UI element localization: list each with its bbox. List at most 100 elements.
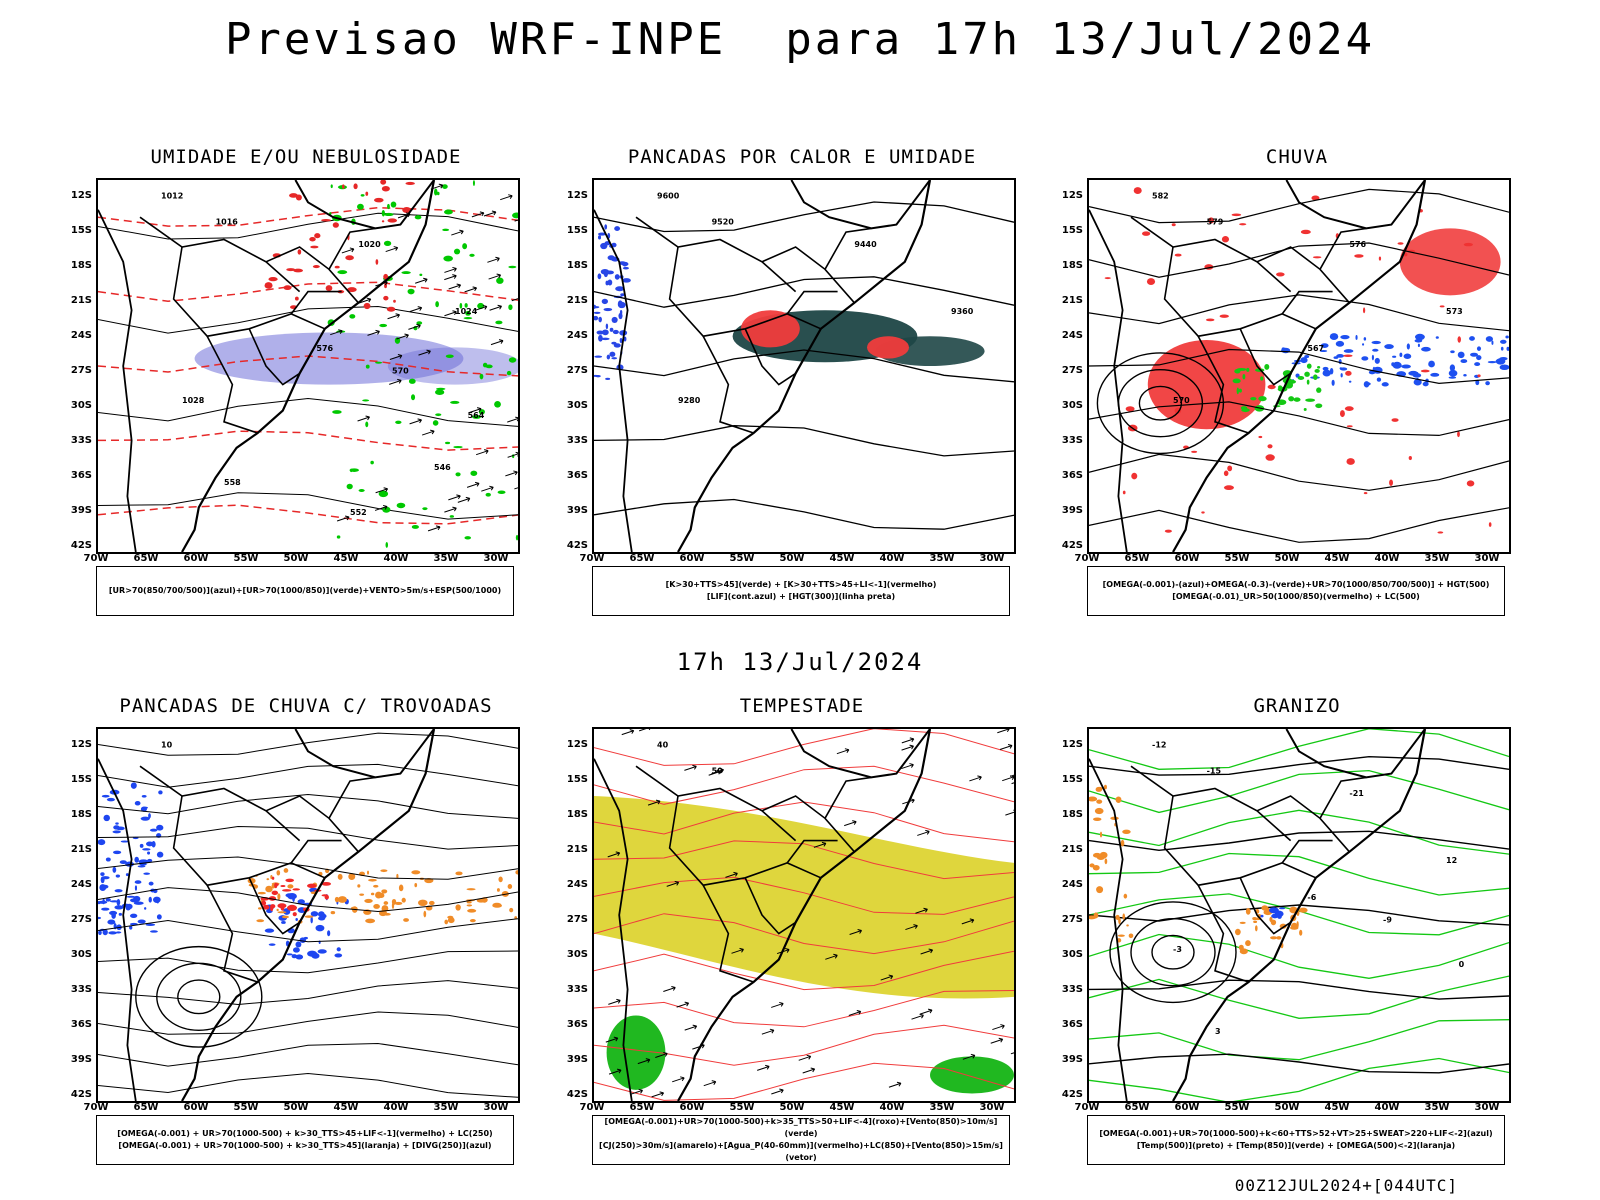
humidity-marker	[321, 219, 332, 222]
latitude-tick-label: 36S	[1061, 470, 1083, 481]
divergence-area	[295, 918, 298, 921]
omega-area	[1428, 360, 1435, 368]
divergence-area	[125, 903, 133, 910]
longitude-tick-label: 50W	[779, 1102, 805, 1113]
divergence-area	[108, 931, 117, 935]
streamline	[1089, 453, 1509, 491]
omega-strong-area	[1234, 368, 1241, 374]
latitude-tick-label: 21S	[70, 295, 92, 306]
divergence-area	[115, 826, 125, 831]
legend-text: [K>30+TTS>45](verde) + [K>30+TTS>45+LI<-…	[665, 580, 937, 589]
latitude-tick-label: 33S	[1061, 984, 1083, 995]
divergence-area	[143, 872, 150, 875]
omega-strong-area	[1313, 374, 1318, 380]
lif-contour	[605, 323, 609, 330]
latitude-tick-label: 27S	[1061, 914, 1083, 925]
country-border	[265, 246, 360, 304]
longitude-tick-label: 70W	[579, 1102, 605, 1113]
streamline	[98, 980, 518, 1006]
temp850-contour	[1089, 1057, 1509, 1101]
low-pressure-center	[1138, 385, 1183, 421]
low-level-humidity	[411, 394, 416, 401]
temp850-contour	[1089, 729, 1509, 770]
omega-area	[1450, 350, 1455, 354]
wind-vector	[849, 929, 863, 935]
lif-contour	[600, 242, 608, 250]
omega-strong-area	[1258, 396, 1267, 402]
wind-vector	[905, 924, 918, 931]
wind-vector	[451, 229, 464, 236]
divergence-area	[156, 824, 164, 831]
country-border	[824, 227, 872, 270]
divergence-area	[106, 797, 115, 802]
omega-area	[1384, 344, 1394, 350]
low-level-humidity	[436, 191, 440, 196]
longitude-tick-label: 50W	[283, 553, 309, 564]
omega-area	[1304, 355, 1310, 359]
thunderstorm-area	[359, 893, 365, 896]
rain-speck	[1122, 490, 1126, 495]
divergence-area	[137, 919, 146, 924]
streamline	[98, 1011, 518, 1035]
contour-label: -15	[1207, 767, 1222, 776]
lif-contour	[622, 266, 629, 270]
longitude-tick-label: 50W	[283, 1102, 309, 1113]
country-border	[248, 877, 301, 935]
divergence-area	[148, 896, 152, 903]
omega-strong-area	[1250, 397, 1257, 401]
divergence-area	[156, 851, 164, 858]
longitude-tick-label: 45W	[829, 553, 855, 564]
humidity-band	[387, 347, 518, 385]
rain-speck	[1205, 318, 1215, 322]
latitude-tick-label: 12S	[566, 739, 588, 750]
legend-text: [OMEGA(-0.001)+UR>70(1000-500)+k>35_TTS>…	[604, 1117, 998, 1138]
divergence-area	[144, 907, 147, 910]
coastline-north	[790, 729, 931, 779]
rain-speck	[1219, 314, 1229, 318]
low-level-humidity	[419, 273, 423, 277]
omega-area	[1408, 370, 1419, 376]
divergence-area	[129, 925, 133, 930]
legend-text: [UR>70(850/700/500)](azul)+[UR>70(1000/8…	[108, 586, 502, 595]
omega-area	[1457, 351, 1465, 359]
divergence-area	[141, 795, 147, 798]
divergence-area	[303, 936, 308, 940]
country-border	[668, 795, 822, 887]
legend-text: [OMEGA(-0.001)+UR>70(1000-500)+k<60+TTS>…	[1099, 1129, 1493, 1138]
omega-area	[1476, 355, 1482, 361]
longitude-tick-label: 35W	[1424, 1102, 1450, 1113]
omega500-area	[1120, 839, 1125, 847]
coastline-pacific	[98, 209, 137, 552]
lifted-index-area	[741, 310, 800, 348]
streamline	[98, 918, 518, 943]
strong-wind-area	[930, 1056, 1014, 1094]
severe-thunderstorm-area	[261, 900, 267, 906]
low-level-humidity	[384, 212, 394, 217]
omega-strong-area	[1316, 387, 1322, 393]
humidity-marker	[375, 259, 379, 265]
wind-vector	[490, 339, 504, 346]
coastline-pacific	[98, 758, 137, 1101]
omega-strong-area	[1293, 397, 1301, 402]
streamline	[98, 732, 518, 756]
legend-text: [LIF](cont.azul) + [HGT(300)](linha pret…	[706, 592, 896, 601]
wind-vector	[990, 1037, 1004, 1044]
height-contour	[594, 349, 1014, 383]
forecast-map: 10	[98, 729, 518, 1101]
wind-vector	[448, 494, 461, 501]
rain-speck	[1227, 465, 1233, 472]
lif-contour	[594, 315, 599, 321]
longitude-tick-label: 55W	[233, 1102, 259, 1113]
humidity-marker	[402, 206, 412, 213]
wind-vector	[358, 297, 372, 304]
omega-area	[1391, 362, 1395, 367]
low-level-humidity	[508, 357, 517, 363]
wind-vector	[409, 418, 422, 425]
latitude-tick-label: 12S	[1061, 190, 1083, 201]
thunderstorm-area	[366, 870, 370, 875]
low-level-humidity	[336, 535, 341, 539]
divergence-area	[112, 830, 121, 834]
longitude-tick-label: 35W	[1424, 553, 1450, 564]
low-level-humidity	[470, 470, 478, 476]
omega-area	[1505, 335, 1509, 339]
